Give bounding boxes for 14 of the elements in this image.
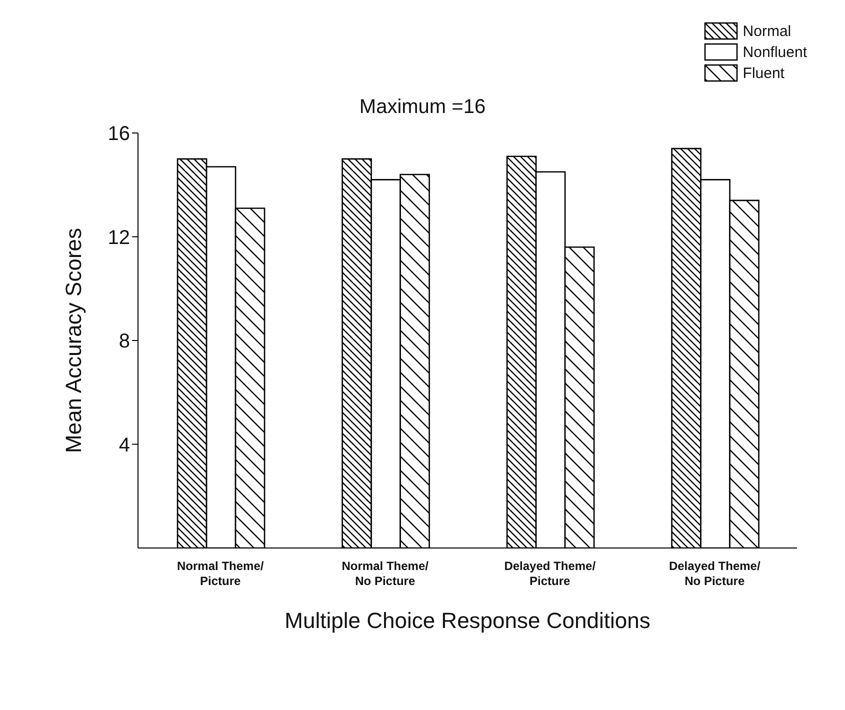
- y-axis-title: Mean Accuracy Scores: [60, 228, 86, 453]
- legend-label: Normal: [742, 22, 792, 40]
- x-tick-label: Normal Theme/ No Picture: [342, 559, 430, 588]
- chart-title: Maximum =16: [358, 96, 487, 119]
- legend-label: Nonfluent: [742, 44, 807, 60]
- x-tick-label: Normal Theme/ Picture: [177, 559, 264, 588]
- legend-label: Fluent: [742, 64, 784, 82]
- y-tick-label: 4: [118, 434, 130, 456]
- y-tick-label: 8: [118, 330, 130, 353]
- x-tick-label: Delayed Theme/ Picture: [504, 559, 596, 588]
- y-tick-label: 16: [108, 123, 130, 146]
- x-axis-title: Multiple Choice Response Conditions: [284, 608, 650, 633]
- y-tick-label: 12: [108, 226, 130, 249]
- x-tick-label: Delayed Theme/ No Picture: [668, 559, 761, 588]
